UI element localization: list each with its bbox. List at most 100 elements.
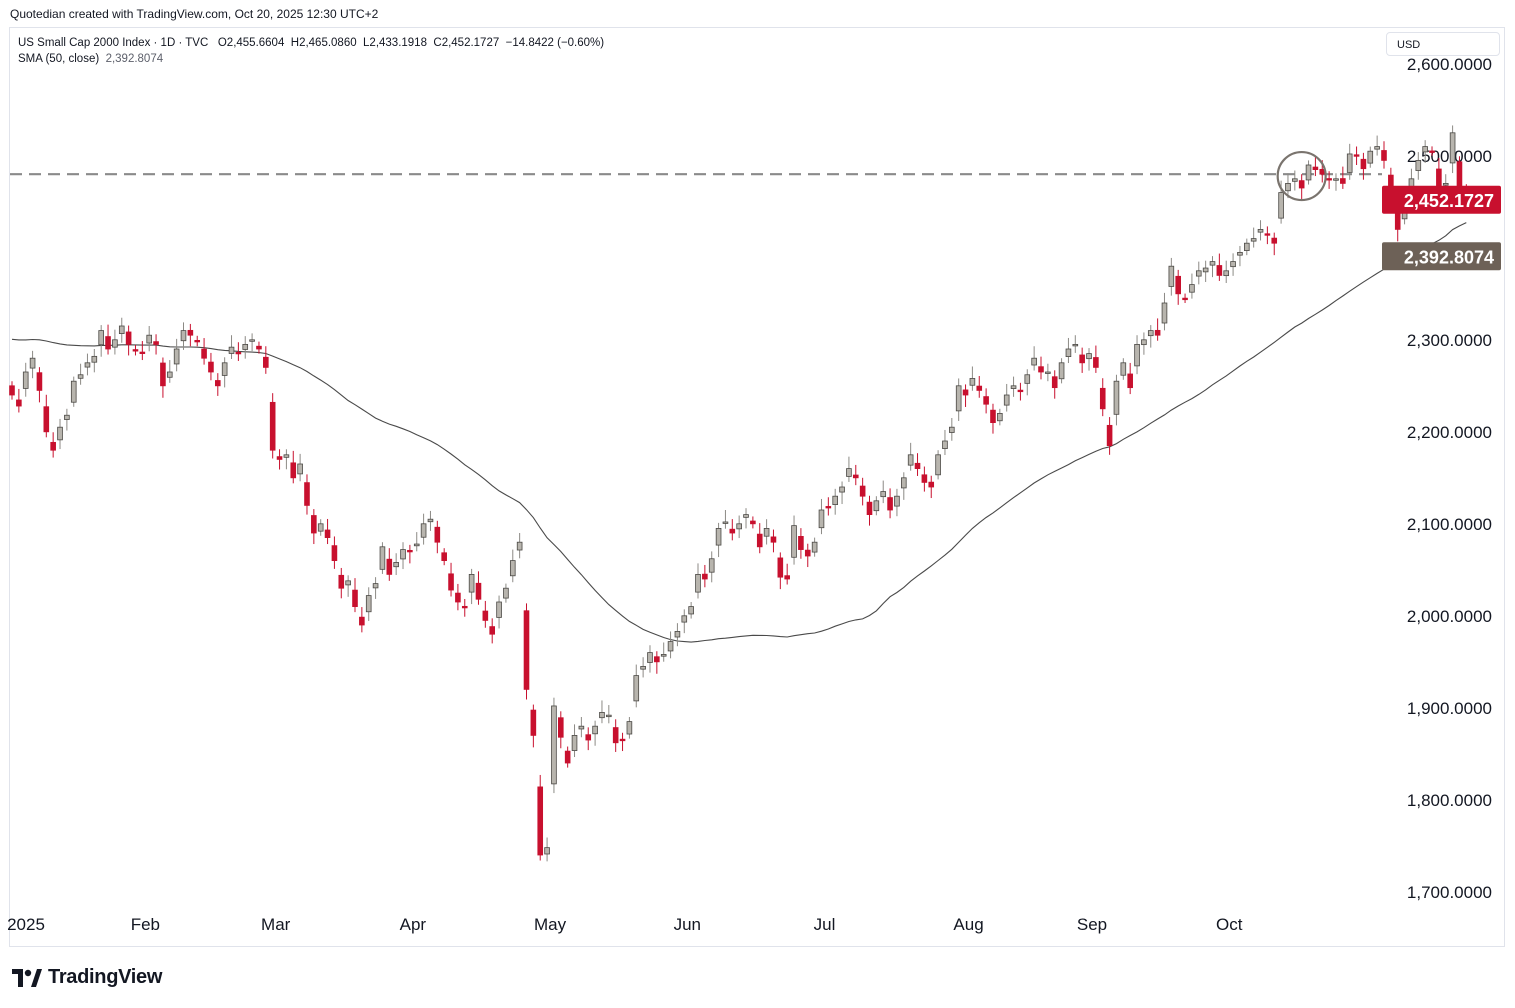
candle (489, 618, 495, 644)
candle (647, 645, 653, 673)
candle (626, 717, 633, 739)
candle (1072, 335, 1079, 353)
candle (997, 408, 1003, 426)
last-price-label: 2,452.1727 (1382, 185, 1501, 214)
candle (1230, 253, 1236, 276)
candle (866, 495, 873, 526)
sma-value-label: 2,392.8074 (1382, 242, 1501, 271)
candle (736, 515, 742, 539)
candle (276, 449, 283, 470)
tradingview-logo-text: TradingView (48, 966, 163, 988)
candle (1127, 362, 1133, 395)
x-tick-label: Apr (400, 915, 427, 934)
candle (578, 717, 585, 738)
candle (1079, 347, 1085, 373)
candle (187, 323, 194, 347)
candle (688, 602, 694, 619)
candle (509, 549, 516, 583)
candle (1360, 152, 1367, 180)
candle (1449, 125, 1456, 174)
chart-pane[interactable] (9, 27, 1505, 947)
candle (907, 442, 914, 471)
tradingview-logo[interactable]: TradingView (12, 966, 162, 989)
candle (365, 587, 372, 621)
candle (1175, 269, 1182, 305)
candle (654, 651, 660, 674)
candle (194, 335, 201, 347)
candle (681, 609, 688, 634)
candle (482, 600, 489, 628)
candle (859, 477, 866, 506)
candle (832, 488, 838, 515)
candle (722, 510, 729, 529)
candle (1093, 345, 1099, 373)
candle (729, 519, 736, 541)
currency-selector[interactable]: USD (1386, 32, 1500, 56)
legend-symbol-row: US Small Cap 2000 Index · 1D · TVC O2,45… (18, 37, 605, 49)
legend-change: −14.8422 (−0.60%) (505, 37, 605, 49)
candle (413, 532, 420, 552)
candle (558, 711, 564, 749)
candle (798, 528, 804, 559)
candle (660, 642, 667, 662)
candle (1312, 156, 1319, 177)
candle (825, 497, 832, 516)
candle (427, 510, 434, 531)
candle (1161, 292, 1168, 331)
candle (1223, 260, 1230, 283)
legend-close: 2,452.1727 (441, 37, 500, 49)
candle (1285, 173, 1291, 199)
candle (962, 384, 969, 407)
candle (386, 548, 393, 581)
candle (393, 553, 399, 575)
candle (146, 326, 153, 352)
candle (208, 352, 214, 381)
x-tick-label: Sep (1077, 915, 1107, 934)
candle (1031, 346, 1037, 371)
candle (1058, 358, 1065, 384)
candle (873, 496, 880, 516)
candle (1298, 174, 1305, 200)
candle (455, 583, 461, 611)
candle (57, 418, 63, 450)
candle (1195, 261, 1202, 285)
candle (619, 732, 626, 752)
candle (50, 432, 56, 458)
candle (359, 607, 365, 633)
candle (1374, 135, 1380, 156)
candle (667, 631, 674, 659)
candle (949, 418, 955, 441)
x-tick-label: Oct (1216, 915, 1243, 934)
candle (640, 657, 646, 678)
candle (125, 325, 132, 356)
candle (1250, 227, 1257, 248)
candle (1024, 369, 1031, 396)
candle (352, 578, 358, 613)
candle (235, 342, 242, 361)
candle (242, 336, 249, 359)
candle (1305, 160, 1312, 185)
candle (132, 344, 139, 356)
candle (1333, 173, 1339, 191)
candle (516, 533, 523, 559)
candle (784, 563, 790, 585)
candle (98, 325, 104, 357)
candle (372, 577, 379, 599)
candle (1257, 220, 1264, 241)
candle (1415, 152, 1422, 180)
candle (1051, 370, 1058, 399)
candle (702, 564, 708, 588)
candle (256, 341, 262, 354)
candle (564, 746, 571, 768)
candle (448, 562, 454, 597)
candle (708, 551, 715, 583)
candle (249, 333, 255, 352)
candle (592, 720, 598, 746)
candle (887, 488, 893, 519)
candle (606, 705, 612, 724)
candle (818, 498, 825, 535)
candle (804, 543, 811, 568)
candle (551, 697, 557, 794)
candle (928, 475, 935, 499)
